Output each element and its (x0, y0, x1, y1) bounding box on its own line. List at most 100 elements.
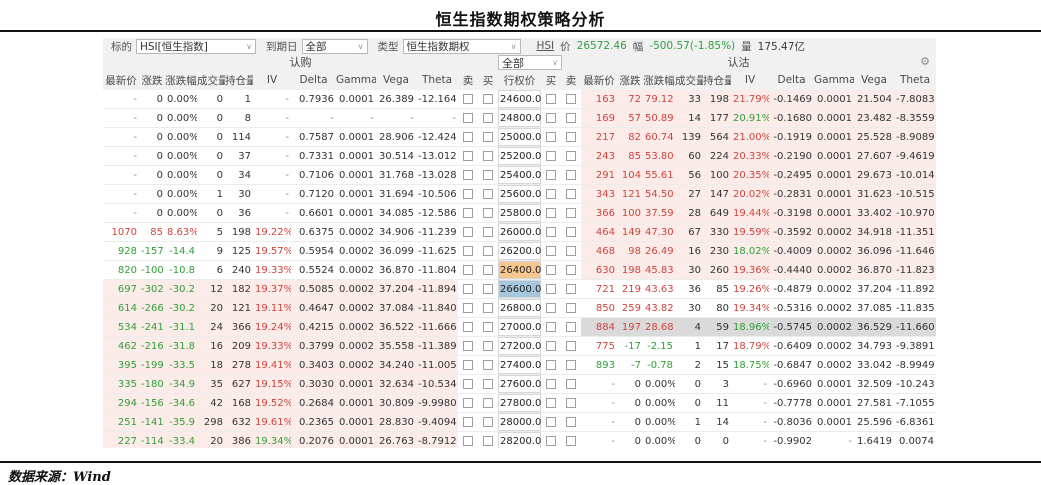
target-select[interactable]: HSI[恒生指数] ∨ (136, 38, 256, 54)
put-buy-checkbox[interactable] (546, 321, 556, 332)
put-buy-checkbox[interactable] (546, 397, 556, 408)
put-sell-checkbox[interactable] (566, 435, 576, 446)
put-buy-checkbox[interactable] (546, 169, 556, 180)
put-buy-checkbox[interactable] (546, 264, 556, 275)
strike-cell[interactable]: 26000.00 (498, 222, 541, 242)
put-sell-checkbox[interactable] (566, 264, 576, 275)
call-buy-checkbox[interactable] (483, 435, 493, 446)
call-buy-checkbox[interactable] (483, 264, 493, 275)
strike-cell[interactable]: 25800.00 (498, 203, 541, 223)
put-sell-checkbox[interactable] (566, 93, 576, 104)
call-sell-checkbox[interactable] (463, 112, 473, 123)
call-buy-checkbox[interactable] (483, 340, 493, 351)
call-sell-checkbox[interactable] (463, 378, 473, 389)
put-buy-checkbox[interactable] (546, 245, 556, 256)
put-sell-checkbox[interactable] (566, 321, 576, 332)
put-buy-checkbox[interactable] (546, 283, 556, 294)
strike-cell[interactable]: 26400.00 (498, 260, 541, 280)
strike-cell[interactable]: 25400.00 (498, 165, 541, 185)
call-sell-checkbox[interactable] (463, 264, 473, 275)
put-buy-checkbox[interactable] (546, 226, 556, 237)
put-buy-checkbox[interactable] (546, 340, 556, 351)
call-sell-checkbox[interactable] (463, 416, 473, 427)
strike-cell[interactable]: 27000.00 (498, 317, 541, 337)
call-sell-checkbox[interactable] (463, 169, 473, 180)
call-buy-checkbox[interactable] (483, 321, 493, 332)
put-sell-checkbox[interactable] (566, 283, 576, 294)
call-buy-checkbox[interactable] (483, 302, 493, 313)
put-buy-checkbox[interactable] (546, 359, 556, 370)
index-code-link[interactable]: HSI (536, 40, 555, 52)
call-sell-checkbox[interactable] (463, 340, 473, 351)
put-buy-checkbox[interactable] (546, 150, 556, 161)
strike-cell[interactable]: 26600.00 (498, 279, 541, 299)
put-sell-checkbox[interactable] (566, 112, 576, 123)
call-sell-checkbox[interactable] (463, 359, 473, 370)
put-sell-checkbox[interactable] (566, 245, 576, 256)
put-sell-checkbox[interactable] (566, 131, 576, 142)
strike-cell[interactable]: 24800.00 (498, 108, 541, 128)
strike-cell[interactable]: 27800.00 (498, 393, 541, 413)
call-sell-checkbox[interactable] (463, 93, 473, 104)
put-sell-checkbox[interactable] (566, 340, 576, 351)
call-buy-checkbox[interactable] (483, 188, 493, 199)
call-buy-checkbox[interactable] (483, 131, 493, 142)
put-sell-checkbox[interactable] (566, 359, 576, 370)
put-buy-checkbox[interactable] (546, 435, 556, 446)
put-buy-checkbox[interactable] (546, 207, 556, 218)
strike-cell[interactable]: 27200.00 (498, 336, 541, 356)
call-sell-checkbox[interactable] (463, 321, 473, 332)
put-buy-checkbox[interactable] (546, 188, 556, 199)
call-buy-checkbox[interactable] (483, 283, 493, 294)
call-buy-checkbox[interactable] (483, 112, 493, 123)
strike-filter-select[interactable]: 全部 ∨ (498, 55, 562, 70)
put-sell-checkbox[interactable] (566, 150, 576, 161)
call-buy-checkbox[interactable] (483, 416, 493, 427)
call-buy-checkbox[interactable] (483, 150, 493, 161)
call-sell-checkbox[interactable] (463, 207, 473, 218)
put-sell-checkbox[interactable] (566, 188, 576, 199)
call-buy-checkbox[interactable] (483, 359, 493, 370)
strike-cell[interactable]: 24600.00 (498, 90, 541, 109)
call-sell-checkbox[interactable] (463, 188, 473, 199)
call-buy-checkbox[interactable] (483, 245, 493, 256)
expiry-select[interactable]: 全部 ∨ (301, 38, 368, 54)
strike-cell[interactable]: 28200.00 (498, 431, 541, 448)
put-buy-checkbox[interactable] (546, 93, 556, 104)
call-buy-checkbox[interactable] (483, 93, 493, 104)
call-sell-checkbox[interactable] (463, 131, 473, 142)
put-sell-checkbox[interactable] (566, 416, 576, 427)
strike-cell[interactable]: 27400.00 (498, 355, 541, 375)
call-sell-checkbox[interactable] (463, 245, 473, 256)
put-buy-checkbox[interactable] (546, 131, 556, 142)
call-buy-checkbox[interactable] (483, 397, 493, 408)
put-buy-checkbox[interactable] (546, 112, 556, 123)
strike-cell[interactable]: 26200.00 (498, 241, 541, 261)
put-buy-checkbox[interactable] (546, 302, 556, 313)
strike-cell[interactable]: 25600.00 (498, 184, 541, 204)
call-buy-checkbox[interactable] (483, 226, 493, 237)
call-sell-checkbox[interactable] (463, 397, 473, 408)
strike-cell[interactable]: 25000.00 (498, 127, 541, 147)
settings-gear-icon[interactable]: ⚙ (920, 55, 930, 68)
put-sell-checkbox[interactable] (566, 397, 576, 408)
put-sell-checkbox[interactable] (566, 378, 576, 389)
put-sell-checkbox[interactable] (566, 169, 576, 180)
strike-cell[interactable]: 26800.00 (498, 298, 541, 318)
call-sell-checkbox[interactable] (463, 226, 473, 237)
call-buy-checkbox[interactable] (483, 169, 493, 180)
strike-cell[interactable]: 28000.00 (498, 412, 541, 432)
call-sell-checkbox[interactable] (463, 150, 473, 161)
put-buy-checkbox[interactable] (546, 378, 556, 389)
call-sell-checkbox[interactable] (463, 283, 473, 294)
put-sell-checkbox[interactable] (566, 302, 576, 313)
put-sell-checkbox[interactable] (566, 207, 576, 218)
put-sell-checkbox[interactable] (566, 226, 576, 237)
call-sell-checkbox[interactable] (463, 435, 473, 446)
type-select[interactable]: 恒生指数期权 ∨ (402, 38, 521, 54)
call-sell-checkbox[interactable] (463, 302, 473, 313)
call-buy-checkbox[interactable] (483, 378, 493, 389)
strike-cell[interactable]: 27600.00 (498, 374, 541, 394)
call-buy-checkbox[interactable] (483, 207, 493, 218)
strike-cell[interactable]: 25200.00 (498, 146, 541, 166)
